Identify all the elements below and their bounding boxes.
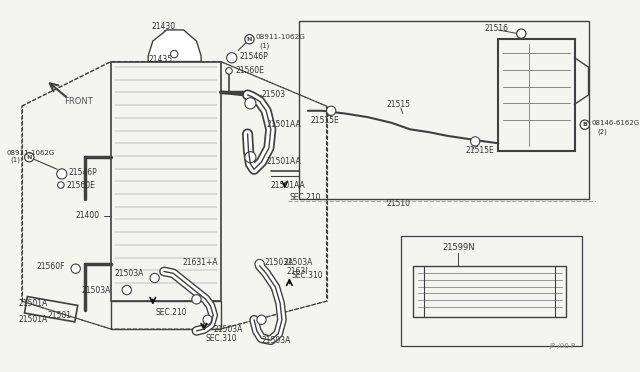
Text: SEC.310: SEC.310 <box>291 271 323 280</box>
Text: 21631+A: 21631+A <box>182 258 218 267</box>
Circle shape <box>57 169 67 179</box>
Text: 21501A: 21501A <box>18 299 47 308</box>
Circle shape <box>326 106 336 115</box>
Text: 21501AA: 21501AA <box>271 180 305 190</box>
Polygon shape <box>148 30 201 61</box>
Circle shape <box>58 182 64 188</box>
Text: 21501A: 21501A <box>18 315 47 324</box>
Text: 21501AA: 21501AA <box>266 157 301 166</box>
Text: 21515: 21515 <box>387 100 411 109</box>
Circle shape <box>203 315 212 324</box>
Text: 21435: 21435 <box>148 55 172 64</box>
Text: FRONT: FRONT <box>65 97 93 106</box>
Text: 08146-6162G: 08146-6162G <box>591 120 639 126</box>
Text: 08911-1062G: 08911-1062G <box>7 150 55 155</box>
Text: N: N <box>27 155 32 160</box>
Circle shape <box>226 68 232 74</box>
Text: 21546P: 21546P <box>68 167 97 177</box>
Circle shape <box>244 35 254 44</box>
Text: 21503A: 21503A <box>213 324 243 334</box>
Circle shape <box>170 50 178 58</box>
Text: 21400: 21400 <box>76 211 100 220</box>
Circle shape <box>244 152 256 163</box>
Text: 21560F: 21560F <box>36 262 65 271</box>
Text: 2163l: 2163l <box>287 267 308 276</box>
Text: 08911-1062G: 08911-1062G <box>255 34 305 41</box>
Circle shape <box>470 137 480 146</box>
Text: 21515E: 21515E <box>311 116 339 125</box>
Text: SEC.210: SEC.210 <box>156 308 187 317</box>
Text: (1): (1) <box>260 42 270 49</box>
Circle shape <box>244 98 256 109</box>
Bar <box>111 61 221 301</box>
Text: (1): (1) <box>11 157 20 163</box>
Text: 21560E: 21560E <box>67 180 95 190</box>
Text: 21503A: 21503A <box>114 269 143 278</box>
Bar <box>499 39 575 151</box>
Text: 21503: 21503 <box>262 90 285 99</box>
Circle shape <box>122 285 131 295</box>
Circle shape <box>516 29 526 38</box>
Text: N: N <box>247 37 252 42</box>
Text: (2): (2) <box>598 129 607 135</box>
Text: 21515E: 21515E <box>466 146 495 155</box>
Text: B: B <box>582 122 588 127</box>
Text: 21510: 21510 <box>387 199 411 208</box>
Text: SEC.210: SEC.210 <box>289 193 321 202</box>
Text: 21503A: 21503A <box>262 336 291 345</box>
Circle shape <box>150 273 159 283</box>
Bar <box>111 301 221 329</box>
Circle shape <box>71 264 81 273</box>
Text: 21560E: 21560E <box>236 66 264 75</box>
Bar <box>413 266 566 317</box>
Text: 21503A: 21503A <box>264 258 294 267</box>
Circle shape <box>24 153 34 162</box>
Bar <box>299 20 589 199</box>
Circle shape <box>192 295 201 304</box>
Text: 21546P: 21546P <box>239 52 268 61</box>
Bar <box>180 49 188 57</box>
Text: 21501AA: 21501AA <box>266 120 301 129</box>
Bar <box>24 296 77 322</box>
Text: 21516: 21516 <box>484 23 508 33</box>
Text: SEC.310: SEC.310 <box>206 334 237 343</box>
Text: 21503A: 21503A <box>284 258 313 267</box>
Circle shape <box>580 120 589 129</box>
Text: 21501: 21501 <box>48 311 72 320</box>
Bar <box>401 236 582 346</box>
Text: 21599N: 21599N <box>442 243 475 252</box>
Text: JP /00 P: JP /00 P <box>550 343 575 349</box>
Text: 21503A: 21503A <box>82 286 111 295</box>
Circle shape <box>255 259 264 269</box>
Circle shape <box>257 315 266 324</box>
Text: 21430: 21430 <box>152 22 176 31</box>
Circle shape <box>227 53 237 63</box>
